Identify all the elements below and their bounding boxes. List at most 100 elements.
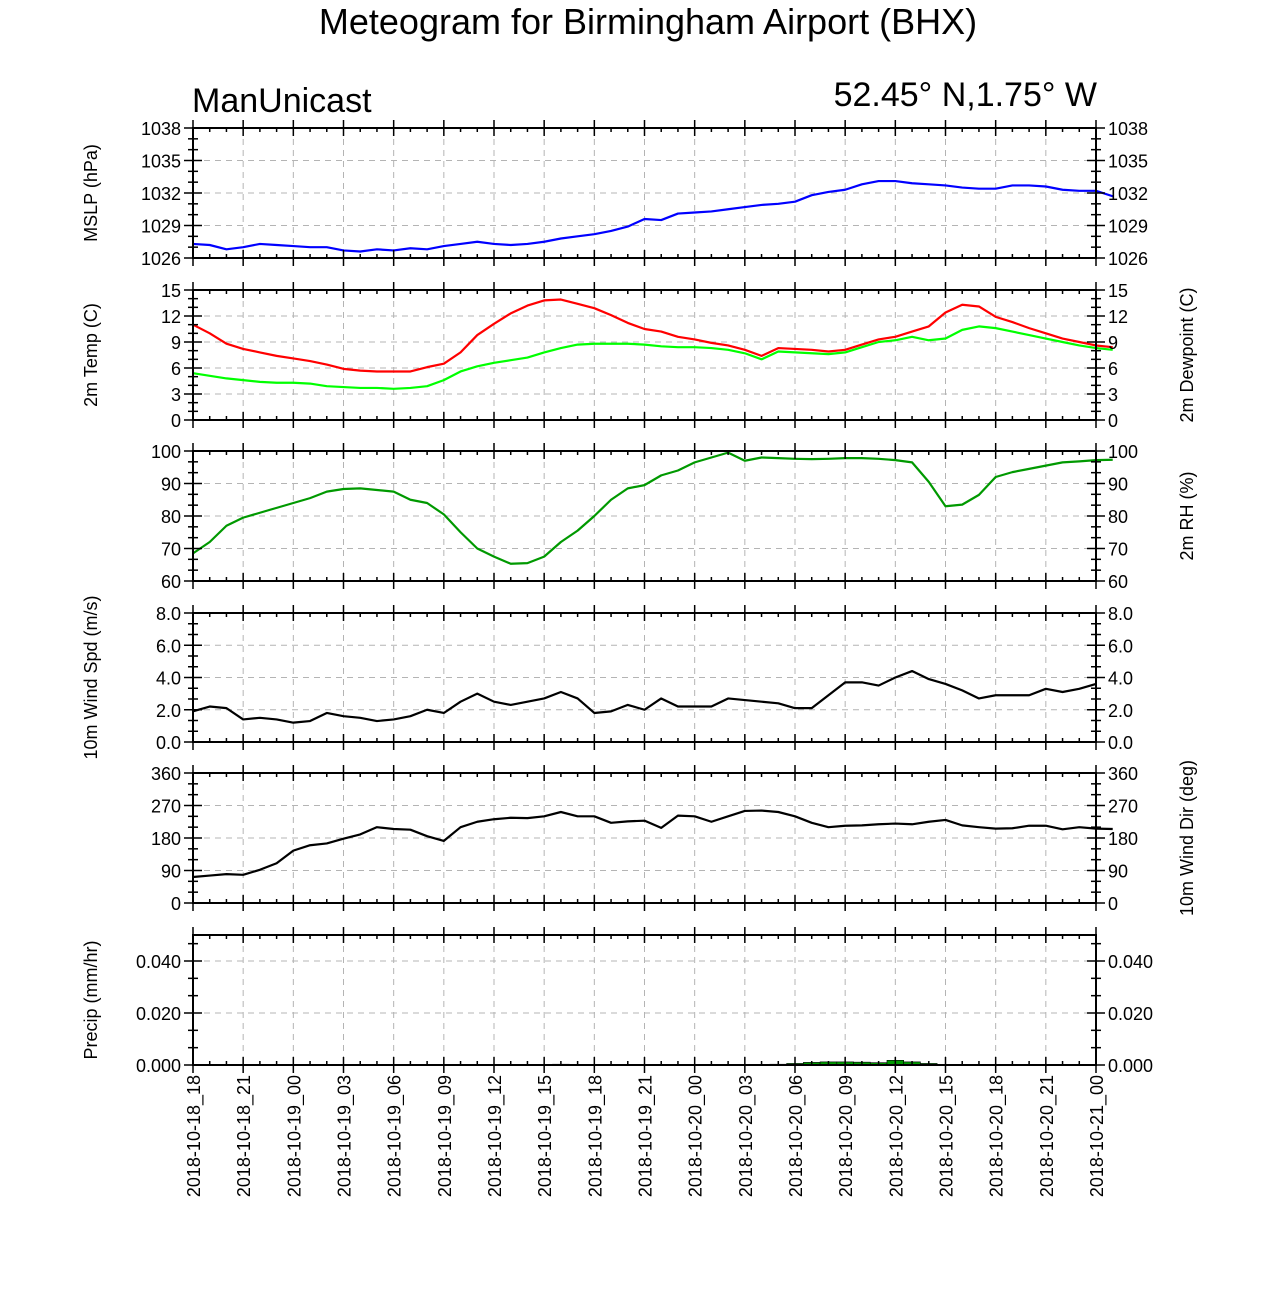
y-tick-label-wind-dir: 0 xyxy=(171,894,181,914)
time-label: 2018-10-18_21 xyxy=(234,1075,255,1197)
y-axis-label-wind-speed: 10m Wind Spd (m/s) xyxy=(81,595,101,759)
y-tick-label-right-mslp: 1032 xyxy=(1108,184,1148,204)
time-label: 2018-10-20_09 xyxy=(836,1075,857,1197)
y-tick-label-right-temp: 15 xyxy=(1108,281,1128,301)
y-tick-label-rh: 80 xyxy=(161,507,181,527)
y-axis-label-right-temp: 2m Dewpoint (C) xyxy=(1177,287,1197,422)
time-label: 2018-10-19_03 xyxy=(335,1075,356,1197)
y-tick-label-wind-speed: 8.0 xyxy=(156,604,181,624)
y-tick-label-wind-dir: 270 xyxy=(151,797,181,817)
y-tick-label-right-precip: 0.000 xyxy=(1108,1056,1153,1076)
y-tick-label-right-wind-speed: 4.0 xyxy=(1108,669,1133,689)
time-axis: 2018-10-18_18 2018-10-18_21 2018-10-19_00 2… xyxy=(184,1075,1108,1197)
series-line-mslp-0 xyxy=(192,179,1114,253)
y-tick-label-mslp: 1029 xyxy=(141,217,181,237)
y-tick-label-right-wind-dir: 360 xyxy=(1108,764,1138,784)
y-tick-label-mslp: 1035 xyxy=(141,152,181,172)
y-tick-label-mslp: 1032 xyxy=(141,184,181,204)
location-label: 52.45° N,1.75° W xyxy=(834,76,1097,114)
time-label: 2018-10-19_06 xyxy=(385,1075,406,1197)
y-tick-label-right-precip: 0.020 xyxy=(1108,1004,1153,1024)
panel-temp: 0 0 3 3 6 6 9 9 12 12 15 15 2m Temp (C) 2m Dewpoint (… xyxy=(81,281,1197,431)
y-tick-label-right-rh: 90 xyxy=(1108,475,1128,495)
meteogram-panels: 1026 1026 1029 1029 1032 1032 1035 1035 1038 1038… xyxy=(81,119,1197,1076)
y-axis-label-mslp: MSLP (hPa) xyxy=(81,144,101,242)
series-line-wind-dir-0 xyxy=(192,809,1113,879)
y-tick-label-rh: 100 xyxy=(151,442,181,462)
y-tick-label-right-temp: 9 xyxy=(1108,333,1118,353)
y-tick-label-right-wind-dir: 270 xyxy=(1108,797,1138,817)
y-tick-label-right-wind-dir: 180 xyxy=(1108,829,1138,849)
y-tick-label-rh: 60 xyxy=(161,572,181,592)
y-tick-label-precip: 0.020 xyxy=(136,1004,181,1024)
y-tick-label-wind-dir: 360 xyxy=(151,764,181,784)
y-tick-label-wind-speed: 0.0 xyxy=(156,733,181,753)
y-tick-label-temp: 3 xyxy=(171,385,181,405)
y-tick-label-wind-dir: 180 xyxy=(151,829,181,849)
panel-wind-dir: 0 0 90 90 180 180 270 270 360 360 10m Wind Dir (de… xyxy=(151,760,1197,916)
time-label: 2018-10-19_09 xyxy=(435,1075,456,1197)
y-tick-label-temp: 15 xyxy=(161,281,181,301)
time-label: 2018-10-19_12 xyxy=(485,1075,506,1197)
series-line-temp-0 xyxy=(192,298,1113,373)
y-tick-label-right-temp: 0 xyxy=(1108,411,1118,431)
time-label: 2018-10-21_00 xyxy=(1087,1075,1108,1197)
time-label: 2018-10-19_15 xyxy=(535,1075,556,1197)
time-label: 2018-10-20_03 xyxy=(736,1075,757,1197)
time-label: 2018-10-20_12 xyxy=(886,1075,907,1197)
y-tick-label-right-wind-speed: 0.0 xyxy=(1108,733,1133,753)
y-tick-label-right-wind-dir: 0 xyxy=(1108,894,1118,914)
y-tick-label-right-mslp: 1029 xyxy=(1108,217,1148,237)
time-label: 2018-10-20_21 xyxy=(1037,1075,1058,1197)
time-label: 2018-10-19_00 xyxy=(284,1075,305,1197)
y-tick-label-wind-speed: 2.0 xyxy=(156,701,181,721)
y-tick-label-precip: 0.040 xyxy=(136,952,181,972)
y-axis-label-precip: Precip (mm/hr) xyxy=(81,940,101,1059)
y-tick-label-right-rh: 60 xyxy=(1108,572,1128,592)
y-tick-label-right-mslp: 1038 xyxy=(1108,119,1148,139)
y-tick-label-right-mslp: 1035 xyxy=(1108,152,1148,172)
y-tick-label-wind-dir: 90 xyxy=(161,862,181,882)
y-tick-label-right-temp: 12 xyxy=(1108,307,1128,327)
y-tick-label-right-temp: 6 xyxy=(1108,359,1118,379)
time-label: 2018-10-20_00 xyxy=(686,1075,707,1197)
time-label: 2018-10-20_06 xyxy=(786,1075,807,1197)
y-tick-label-rh: 90 xyxy=(161,475,181,495)
chart-title: Meteogram for Birmingham Airport (BHX) xyxy=(319,1,977,42)
y-axis-label-right-wind-dir: 10m Wind Dir (deg) xyxy=(1177,760,1197,916)
panel-precip: 0.000 0.000 0.020 0.020 0.040 0.040 Precip (mm… xyxy=(81,927,1153,1076)
panel-mslp: 1026 1026 1029 1029 1032 1032 1035 1035 1038 1038… xyxy=(81,119,1148,269)
y-tick-label-right-wind-speed: 6.0 xyxy=(1108,636,1133,656)
y-axis-label-temp: 2m Temp (C) xyxy=(81,303,101,407)
y-tick-label-temp: 12 xyxy=(161,307,181,327)
y-tick-label-right-rh: 80 xyxy=(1108,507,1128,527)
time-label: 2018-10-20_15 xyxy=(937,1075,958,1197)
y-tick-label-right-rh: 100 xyxy=(1108,442,1138,462)
panel-wind-speed: 0.0 0.0 2.0 2.0 4.0 4.0 6.0 6.0 8.0 8.0 10m Wind S… xyxy=(81,595,1133,759)
y-tick-label-precip: 0.000 xyxy=(136,1056,181,1076)
time-label: 2018-10-19_18 xyxy=(585,1075,606,1197)
y-tick-label-temp: 6 xyxy=(171,359,181,379)
time-label: 2018-10-19_21 xyxy=(636,1075,657,1197)
model-label: ManUnicast xyxy=(192,82,372,120)
series-line-rh-0 xyxy=(192,451,1113,565)
y-tick-label-wind-speed: 6.0 xyxy=(156,636,181,656)
y-tick-label-rh: 70 xyxy=(161,540,181,560)
y-tick-label-mslp: 1026 xyxy=(141,249,181,269)
y-tick-label-right-wind-speed: 8.0 xyxy=(1108,604,1133,624)
y-tick-label-right-wind-speed: 2.0 xyxy=(1108,701,1133,721)
y-tick-label-mslp: 1038 xyxy=(141,119,181,139)
series-line-temp-1 xyxy=(192,325,1113,390)
time-label: 2018-10-20_18 xyxy=(987,1075,1008,1197)
y-tick-label-right-precip: 0.040 xyxy=(1108,952,1153,972)
time-label: 2018-10-18_18 xyxy=(184,1075,205,1197)
series-line-wind-speed-0 xyxy=(192,669,1097,724)
y-tick-label-temp: 9 xyxy=(171,333,181,353)
panel-rh: 60 60 70 70 80 80 90 90 100 100 2m RH (%) xyxy=(151,442,1197,592)
y-tick-label-right-mslp: 1026 xyxy=(1108,249,1148,269)
y-axis-label-right-rh: 2m RH (%) xyxy=(1177,472,1197,561)
y-tick-label-temp: 0 xyxy=(171,411,181,431)
y-tick-label-right-wind-dir: 90 xyxy=(1108,862,1128,882)
y-tick-label-right-rh: 70 xyxy=(1108,540,1128,560)
